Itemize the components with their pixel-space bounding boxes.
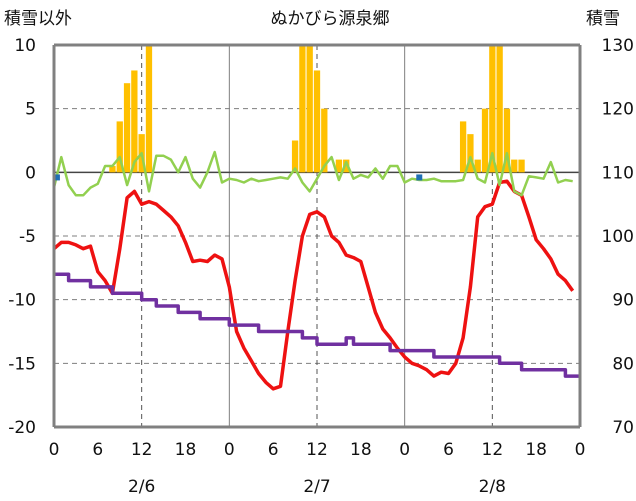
precipitation-bar [145, 45, 153, 173]
precipitation-bar [481, 108, 489, 173]
x-tick-label: 12 [131, 440, 153, 460]
x-tick-label: 0 [224, 440, 235, 460]
x-tick-label: 12 [482, 440, 504, 460]
right-tick-label: 110 [602, 163, 634, 183]
x-tick-label: 18 [350, 440, 372, 460]
left-tick-label: 5 [25, 100, 36, 120]
precipitation-bar [313, 70, 321, 173]
x-tick-label: 6 [268, 440, 279, 460]
x-tick-label: 0 [399, 440, 410, 460]
wind-line [52, 150, 573, 197]
precipitation-bar [511, 159, 518, 173]
precipitation-bar [321, 108, 328, 173]
marker-point [53, 174, 60, 181]
precipitation-bar [335, 159, 343, 173]
day-label: 2/6 [128, 477, 155, 497]
left-tick-label: 10 [14, 36, 36, 56]
precipitation-bar [518, 159, 525, 173]
right-tick-label: 90 [612, 291, 634, 311]
day-label: 2/8 [479, 477, 506, 497]
x-tick-label: 12 [306, 440, 328, 460]
right-axis-title: 積雪 [586, 9, 620, 29]
precipitation-bar [343, 159, 350, 173]
axes [52, 43, 582, 429]
day-label: 2/7 [303, 477, 330, 497]
left-axis-title: 積雪以外 [4, 9, 72, 29]
precipitation-bar [306, 45, 313, 173]
left-tick-label: -15 [8, 354, 36, 374]
left-tick-label: -20 [8, 418, 36, 438]
series-lines [52, 150, 580, 391]
precipitation-bar [503, 108, 511, 173]
precipitation-bar [131, 70, 138, 173]
precipitation-bar [123, 83, 131, 173]
precipitation-bar [489, 45, 496, 173]
precipitation-bar [496, 45, 503, 173]
precipitation-bar [467, 134, 474, 173]
x-tick-label: 18 [175, 440, 197, 460]
left-tick-label: 0 [25, 163, 36, 183]
right-tick-label: 70 [612, 418, 634, 438]
precipitation-bar [109, 165, 116, 173]
x-tick-label: 6 [443, 440, 454, 460]
right-tick-label: 100 [602, 227, 634, 247]
precipitation-bar [459, 121, 467, 173]
precipitation-bar [116, 121, 123, 173]
right-tick-label: 80 [612, 354, 634, 374]
snow_depth-line [54, 272, 580, 378]
right-tick-label: 120 [602, 100, 634, 120]
precipitation-bar [474, 159, 481, 173]
x-tick-label: 0 [575, 440, 586, 460]
temperature-line [52, 179, 575, 391]
x-tick-label: 18 [525, 440, 547, 460]
marker-point [416, 174, 423, 181]
x-tick-label: 0 [49, 440, 60, 460]
right-tick-label: 130 [602, 36, 634, 56]
precipitation-bars [109, 45, 525, 173]
precipitation-bar [299, 45, 306, 173]
precipitation-bar [291, 140, 299, 173]
chart-title: ぬかびら源泉郷 [271, 9, 390, 29]
left-tick-label: -5 [19, 227, 36, 247]
left-tick-label: -10 [8, 291, 36, 311]
x-tick-label: 6 [92, 440, 103, 460]
